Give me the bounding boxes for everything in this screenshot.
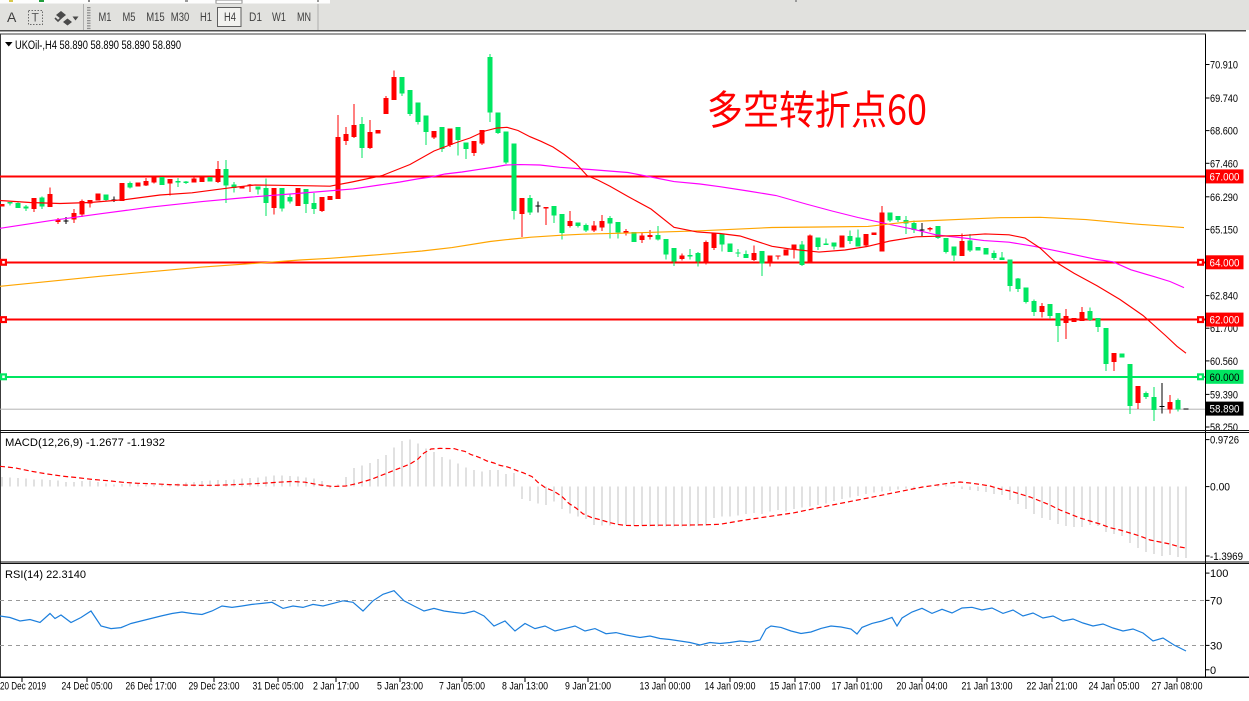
svg-text:W1: W1 bbox=[272, 12, 286, 24]
svg-text:24 Jan 05:00: 24 Jan 05:00 bbox=[1089, 681, 1140, 693]
svg-text:5 Jan 23:00: 5 Jan 23:00 bbox=[377, 681, 423, 693]
svg-text:M30: M30 bbox=[171, 12, 190, 24]
svg-text:UKOil-,H4 58.890 58.890 58.89: UKOil-,H4 58.890 58.890 58.890 58.890 bbox=[15, 40, 181, 52]
svg-text:64.000: 64.000 bbox=[1210, 257, 1240, 269]
svg-text:H4: H4 bbox=[224, 12, 236, 24]
svg-text:66.290: 66.290 bbox=[1210, 192, 1238, 204]
svg-text:58.250: 58.250 bbox=[1210, 422, 1238, 434]
svg-text:8 Jan 13:00: 8 Jan 13:00 bbox=[502, 681, 548, 693]
svg-text:M15: M15 bbox=[146, 12, 165, 24]
svg-text:RSI(14) 22.3140: RSI(14) 22.3140 bbox=[5, 569, 86, 581]
svg-text:15 Jan 17:00: 15 Jan 17:00 bbox=[770, 681, 821, 693]
svg-text:A: A bbox=[7, 9, 17, 25]
svg-text:21 Jan 13:00: 21 Jan 13:00 bbox=[962, 681, 1013, 693]
svg-text:7 Jan 05:00: 7 Jan 05:00 bbox=[439, 681, 485, 693]
svg-text:20 Jan 04:00: 20 Jan 04:00 bbox=[897, 681, 948, 693]
svg-text:67.000: 67.000 bbox=[1210, 171, 1240, 183]
svg-text:MACD(12,26,9) -1.2677 -1.1932: MACD(12,26,9) -1.2677 -1.1932 bbox=[5, 437, 165, 449]
svg-text:13 Jan 00:00: 13 Jan 00:00 bbox=[640, 681, 691, 693]
svg-text:14 Jan 09:00: 14 Jan 09:00 bbox=[705, 681, 756, 693]
svg-text:M1: M1 bbox=[99, 12, 112, 24]
svg-text:M5: M5 bbox=[123, 12, 136, 24]
svg-text:60.560: 60.560 bbox=[1210, 356, 1238, 368]
svg-text:0: 0 bbox=[1210, 665, 1216, 677]
svg-text:24 Dec 05:00: 24 Dec 05:00 bbox=[62, 681, 113, 693]
svg-text:0.00: 0.00 bbox=[1210, 482, 1230, 494]
svg-text:20 Dec 2019: 20 Dec 2019 bbox=[0, 681, 46, 693]
svg-text:67.460: 67.460 bbox=[1210, 158, 1238, 170]
svg-text:62.840: 62.840 bbox=[1210, 291, 1238, 303]
svg-text:31 Dec 05:00: 31 Dec 05:00 bbox=[253, 681, 304, 693]
svg-text:-1.3969: -1.3969 bbox=[1210, 551, 1243, 563]
svg-text:70: 70 bbox=[1210, 595, 1222, 607]
svg-text:26 Dec 17:00: 26 Dec 17:00 bbox=[126, 681, 177, 693]
svg-text:27 Jan 08:00: 27 Jan 08:00 bbox=[1152, 681, 1203, 693]
svg-text:29 Dec 23:00: 29 Dec 23:00 bbox=[189, 681, 240, 693]
svg-text:60.000: 60.000 bbox=[1210, 372, 1240, 384]
svg-text:30: 30 bbox=[1210, 640, 1222, 652]
svg-text:9 Jan 21:00: 9 Jan 21:00 bbox=[565, 681, 611, 693]
svg-text:0.9726: 0.9726 bbox=[1210, 435, 1239, 447]
svg-text:69.740: 69.740 bbox=[1210, 93, 1238, 105]
svg-text:H1: H1 bbox=[200, 12, 212, 24]
svg-text:100: 100 bbox=[1210, 568, 1228, 580]
svg-text:59.390: 59.390 bbox=[1210, 389, 1238, 401]
svg-text:62.000: 62.000 bbox=[1210, 315, 1240, 327]
svg-text:70.910: 70.910 bbox=[1210, 60, 1238, 72]
svg-text:22 Jan 21:00: 22 Jan 21:00 bbox=[1027, 681, 1078, 693]
svg-text:68.600: 68.600 bbox=[1210, 126, 1238, 138]
svg-text:2 Jan 17:00: 2 Jan 17:00 bbox=[313, 681, 359, 693]
svg-text:MN: MN bbox=[297, 12, 311, 24]
svg-text:D1: D1 bbox=[249, 12, 262, 24]
svg-text:65.150: 65.150 bbox=[1210, 224, 1238, 236]
svg-text:17 Jan 01:00: 17 Jan 01:00 bbox=[832, 681, 883, 693]
svg-text:58.890: 58.890 bbox=[1210, 404, 1240, 416]
svg-text:T: T bbox=[32, 11, 40, 25]
